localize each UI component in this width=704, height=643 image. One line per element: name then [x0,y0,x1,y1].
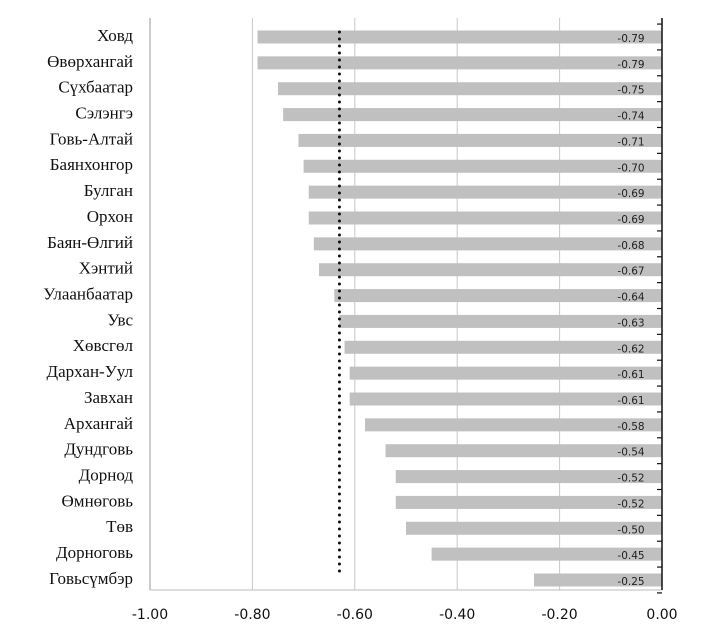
value-label: -0.25 [617,576,644,588]
y-tick-label: Төв [106,517,133,536]
bar [395,470,662,484]
x-tick-label: -0.20 [541,607,577,623]
bar [534,573,662,587]
y-tick-label: Ховд [97,26,133,45]
y-tick-label: Завхан [84,388,133,407]
bar [308,185,662,199]
value-label: -0.74 [617,111,644,123]
y-tick-label: Баян-Өлгий [47,233,133,252]
x-tick-label: -0.40 [439,607,475,623]
bar [406,521,662,535]
y-tick-label: Говь-Алтай [50,129,133,148]
value-label: -0.52 [617,473,644,485]
value-label: -0.69 [617,188,644,200]
y-tick-label: Дорнод [79,465,134,484]
bar [257,56,662,70]
bar [344,340,662,354]
y-tick-label: Архангай [64,414,133,433]
y-tick-label: Сэлэнгэ [75,103,133,122]
y-tick-label: Улаанбаатар [43,284,133,303]
y-tick-label: Дорноговь [56,543,133,562]
y-tick-label: Сүхбаатар [58,78,133,97]
value-label: -0.71 [617,136,644,148]
bar [313,237,662,251]
bar [339,314,662,328]
x-tick-label: -0.60 [337,607,373,623]
bar [349,392,662,406]
y-tick-label: Говьсүмбэр [49,569,133,588]
value-label: -0.50 [617,524,644,536]
bar [298,133,662,147]
y-tick-label: Баянхонгор [50,155,133,174]
bar [257,30,662,44]
bar [334,289,662,303]
value-label: -0.68 [617,240,644,252]
y-tick-label: Өмнөговь [62,491,134,510]
value-label: -0.69 [617,214,644,226]
value-label: -0.52 [617,498,644,510]
y-tick-label: Дундговь [64,440,133,459]
value-label: -0.54 [617,447,644,459]
bar [385,444,662,458]
value-label: -0.79 [617,33,644,45]
bar [431,547,662,561]
bar [365,418,662,432]
x-tick-label: 0.00 [646,607,677,623]
bar [278,82,662,96]
x-tick-label: -0.80 [234,607,270,623]
y-tick-label: Орхон [87,207,133,226]
y-tick-label: Булган [84,181,133,200]
y-tick-label: Дархан-Уул [47,362,134,381]
bar [283,108,662,122]
value-label: -0.79 [617,59,644,71]
y-tick-label: Өвөрхангай [47,52,133,71]
bar [395,495,662,509]
value-label: -0.61 [617,369,644,381]
value-label: -0.61 [617,395,644,407]
x-tick-label: -1.00 [132,607,168,623]
value-label: -0.62 [617,343,644,355]
value-label: -0.63 [617,317,644,329]
value-label: -0.70 [617,162,644,174]
y-tick-label: Хэнтий [79,259,133,278]
y-tick-label: Хөвсгөл [73,336,134,355]
y-tick-label: Увс [107,310,133,329]
value-label: -0.58 [617,421,644,433]
value-label: -0.75 [617,85,644,97]
bar [303,159,662,173]
value-label: -0.45 [617,550,644,562]
value-label: -0.64 [617,292,644,304]
bar [349,366,662,380]
bar [318,263,662,277]
value-label: -0.67 [617,266,644,278]
bar [308,211,662,225]
